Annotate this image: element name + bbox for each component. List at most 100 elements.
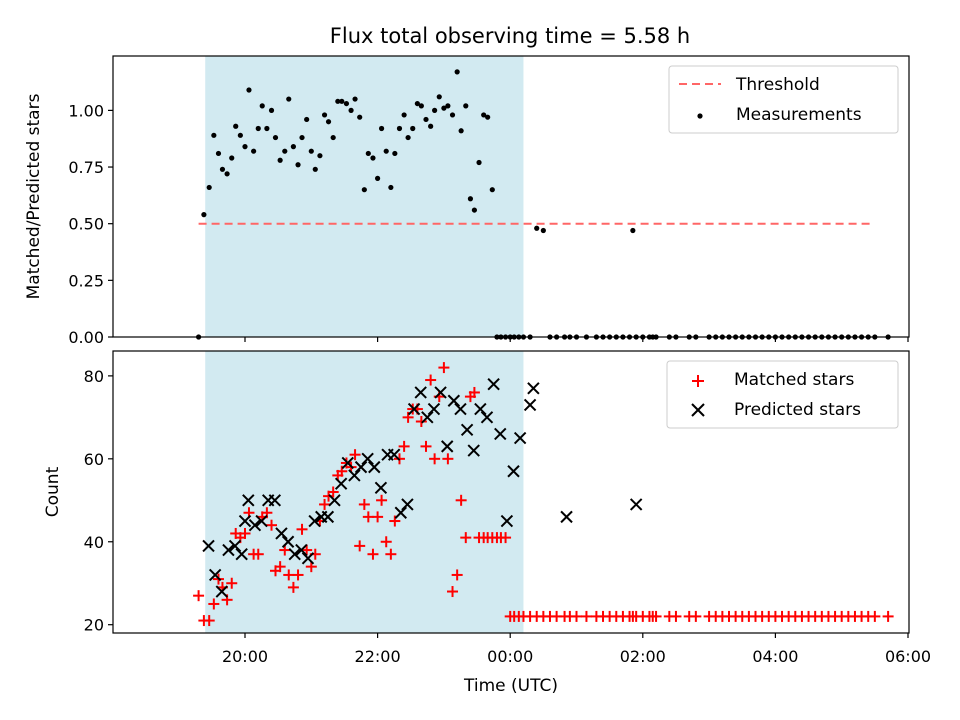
measurement-point — [378, 125, 385, 132]
measurement-point — [242, 144, 248, 150]
matched-star-marker — [690, 610, 702, 622]
top-ylabel: Matched/Predicted stars — [24, 93, 44, 299]
matched-star-marker — [266, 519, 278, 531]
legend-threshold-label: Threshold — [735, 75, 820, 95]
measurement-point — [304, 116, 310, 123]
predicted-star-marker — [308, 514, 321, 528]
measurement-point — [449, 112, 456, 118]
matched-star-marker — [429, 453, 441, 465]
measurement-point — [282, 148, 288, 154]
measurement-point — [264, 125, 270, 132]
matched-star-marker — [327, 486, 339, 498]
predicted-star-marker — [523, 398, 537, 412]
matched-star-marker — [367, 548, 379, 560]
bottom-plot-frame — [112, 350, 910, 634]
predicted-star-marker — [629, 498, 643, 511]
measurement-point — [534, 225, 540, 231]
measurement-point — [428, 123, 434, 129]
predicted-markers — [202, 377, 643, 598]
measurement-point — [432, 107, 438, 113]
measurement-point — [268, 107, 275, 113]
measurement-point — [489, 187, 495, 193]
predicted-star-marker — [295, 543, 308, 557]
predicted-star-marker — [467, 444, 480, 457]
measurement-point — [405, 134, 411, 141]
measurement-point — [436, 94, 442, 100]
measurement-point — [410, 125, 416, 132]
predicted-star-marker — [494, 427, 507, 441]
predicted-star-marker — [527, 382, 540, 395]
predicted-star-marker — [387, 448, 401, 461]
measurement-point — [454, 69, 460, 75]
predicted-star-marker — [454, 402, 467, 416]
measurement-point — [348, 107, 354, 113]
measurement-point — [540, 227, 546, 234]
matched-star-marker — [226, 577, 238, 589]
measurement-point — [237, 132, 243, 138]
measurement-point — [286, 96, 292, 102]
measurement-point — [357, 114, 363, 120]
matched-star-marker — [319, 498, 331, 510]
matched-star-marker — [869, 610, 881, 622]
matched-star-marker — [287, 581, 299, 593]
measurement-point — [396, 125, 403, 132]
bottom-ytick-label: 40 — [84, 533, 104, 552]
measurement-point — [476, 159, 482, 166]
measurement-point — [299, 134, 305, 141]
measurement-point — [211, 132, 217, 138]
predicted-star-marker — [480, 411, 494, 424]
bottom-legend-box — [666, 360, 899, 429]
matched-star-marker — [580, 610, 592, 622]
matched-star-marker — [296, 523, 308, 535]
measurement-point — [352, 96, 358, 102]
top-shade — [205, 56, 524, 337]
predicted-star-marker — [275, 527, 288, 540]
xtick-label: 22:00 — [355, 647, 401, 666]
matched-star-marker — [398, 440, 410, 452]
predicted-star-marker — [354, 460, 368, 474]
predicted-star-marker — [348, 469, 361, 482]
matched-star-marker — [500, 532, 512, 544]
measurement-point — [414, 100, 420, 107]
matched-star-marker — [376, 494, 388, 506]
predicted-star-marker — [513, 431, 527, 445]
legend-predicted-label: Predicted stars — [734, 400, 861, 420]
predicted-star-marker — [401, 498, 414, 511]
matched-star-marker — [252, 548, 264, 560]
predicted-star-marker — [281, 535, 295, 548]
matched-star-marker — [420, 440, 432, 452]
predicted-star-marker — [248, 518, 262, 532]
measurement-point — [233, 123, 239, 129]
predicted-star-marker — [407, 402, 421, 416]
measurement-point — [215, 150, 222, 157]
matched-star-marker — [627, 610, 639, 622]
x-axis-label: Time (UTC) — [463, 676, 558, 696]
measurement-point — [343, 100, 350, 107]
measurement-point — [290, 144, 296, 150]
xtick-label: 20:00 — [222, 647, 268, 666]
predicted-star-marker — [441, 440, 454, 453]
measurement-point — [463, 103, 469, 109]
top-ytick-label: 1.00 — [68, 101, 104, 120]
chart-title: Flux total observing time = 5.58 h — [330, 24, 690, 48]
measurement-point — [441, 105, 447, 111]
predicted-star-marker — [447, 394, 461, 407]
predicted-star-marker — [460, 423, 474, 437]
matched-star-marker — [193, 590, 205, 602]
predicted-star-marker — [500, 514, 514, 528]
predicted-star-marker — [334, 477, 348, 490]
matched-star-marker — [372, 511, 384, 523]
matched-star-marker — [442, 453, 454, 465]
predicted-star-marker — [361, 452, 374, 466]
predicted-star-marker — [368, 460, 381, 474]
measurement-point — [255, 125, 261, 132]
matched-star-marker — [358, 498, 370, 510]
measurement-point — [423, 116, 429, 123]
xtick-label: 04:00 — [752, 647, 798, 666]
matched-star-marker — [239, 527, 251, 539]
predicted-star-marker — [560, 510, 573, 524]
predicted-star-marker — [202, 539, 215, 553]
matched-star-marker — [362, 511, 374, 523]
matched-star-marker — [203, 615, 215, 627]
